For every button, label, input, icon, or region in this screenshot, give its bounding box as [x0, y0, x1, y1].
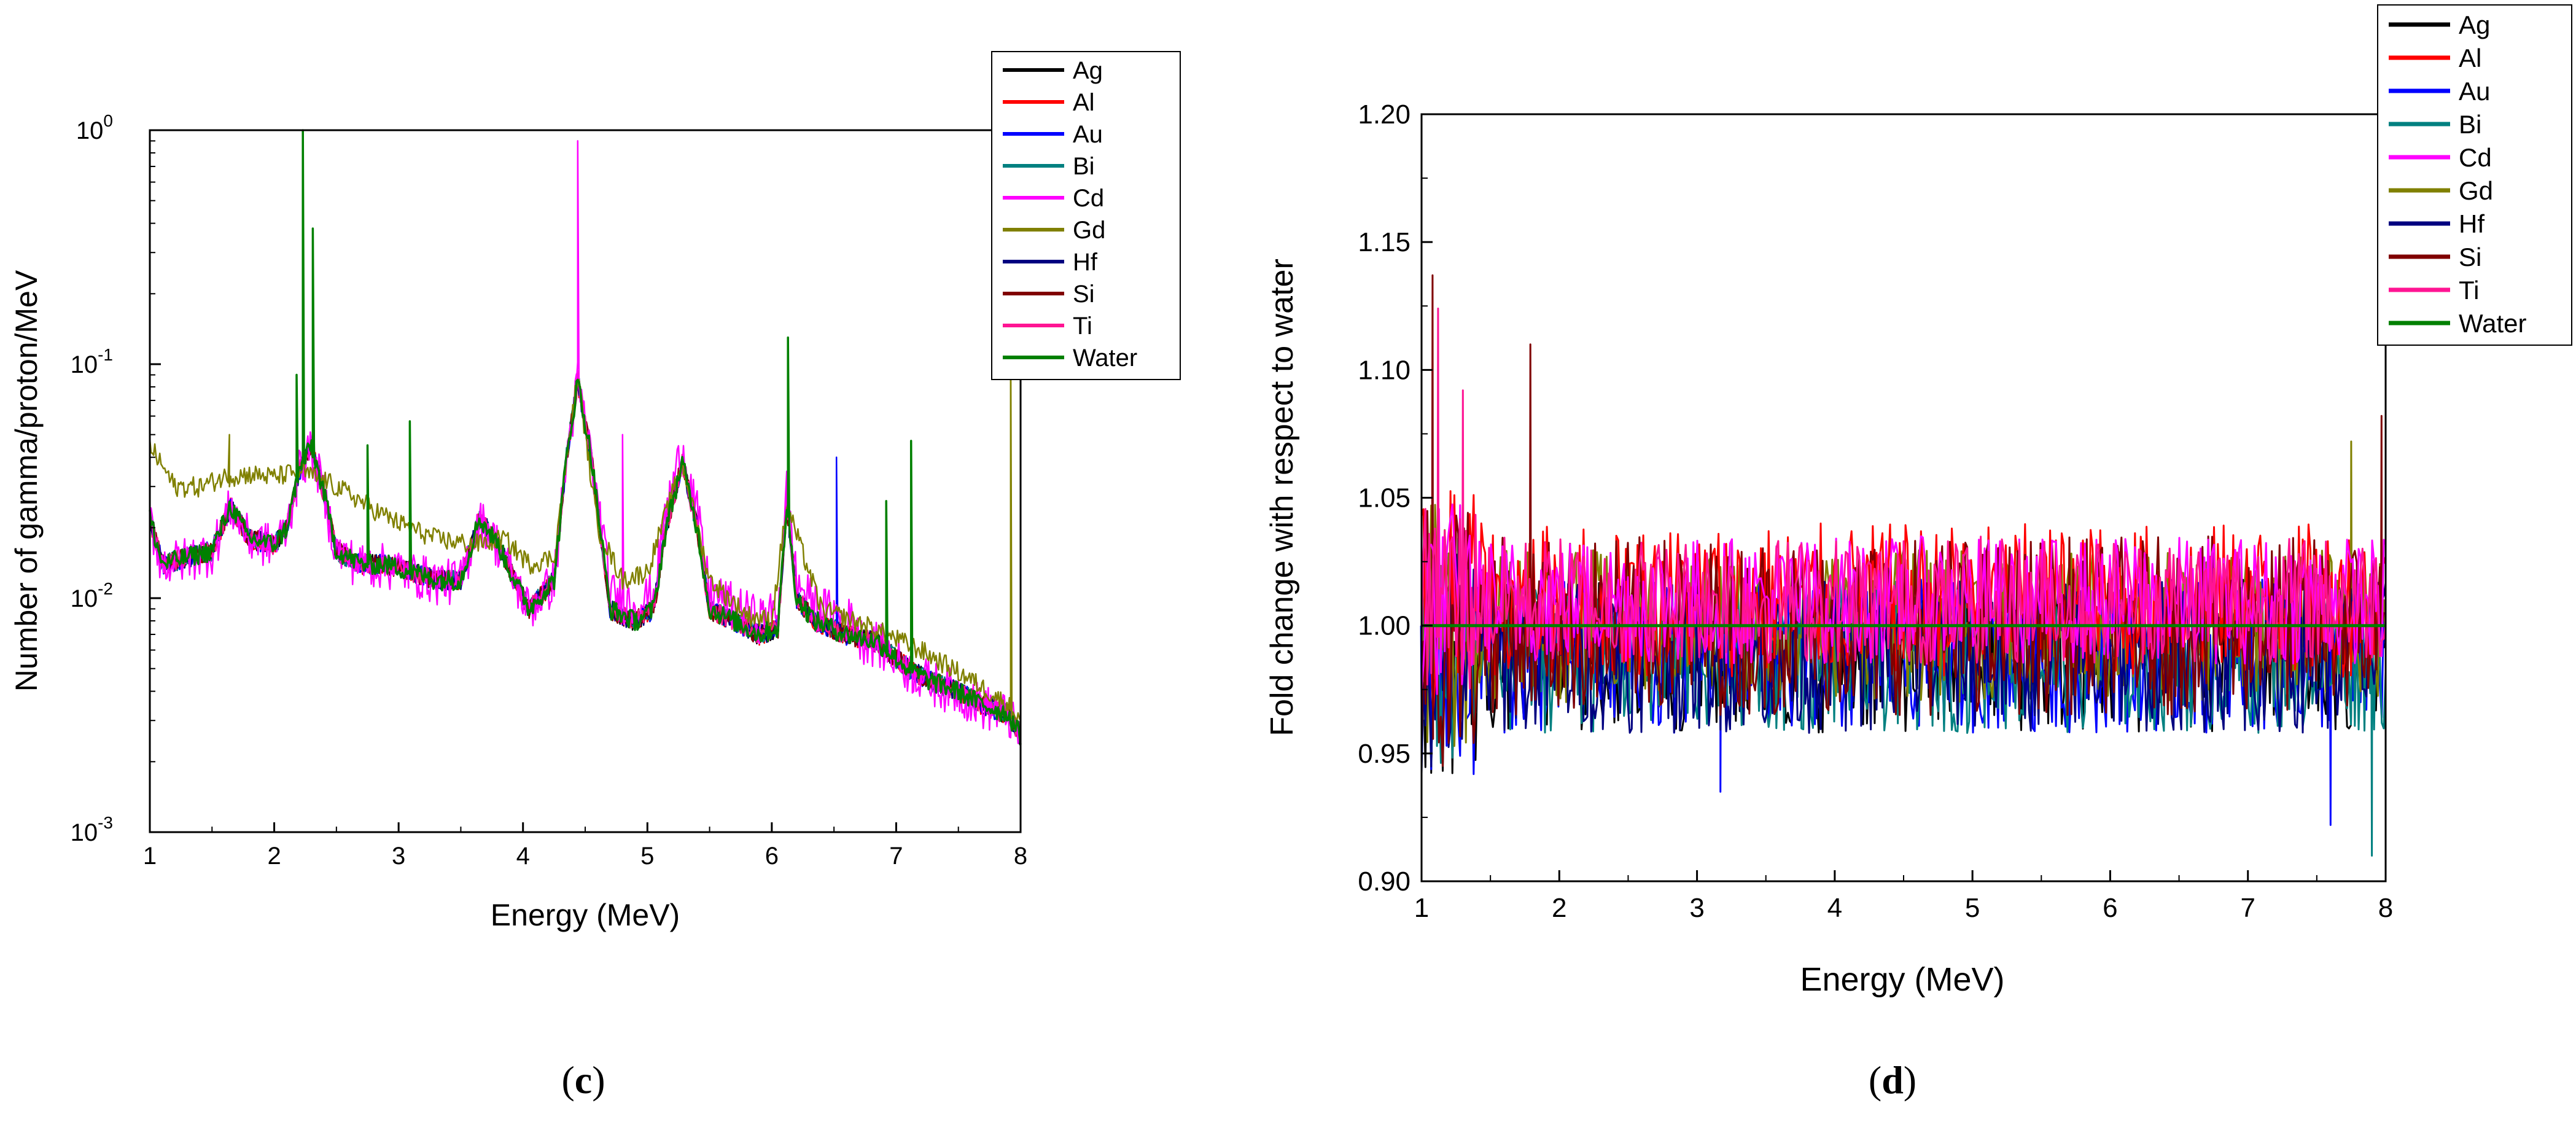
y-axis-label-c: Number of gamma/proton/MeV [9, 270, 44, 692]
chart-d-svg: 1 2 3 4 5 6 7 8 0.90 0.95 1.00 1.05 1.10 1.15 1.20 En… [1264, 4, 2572, 1102]
legend-label-c: Al [1073, 89, 1095, 116]
legend-label-d: Bi [2459, 110, 2481, 139]
legend-label-d: Water [2459, 309, 2526, 338]
plot-frame-d [1420, 113, 2387, 882]
legend-label-c: Si [1073, 281, 1095, 308]
y-axis-label-d: Fold change with respect to water [1264, 259, 1300, 736]
x-tick-label-c: 4 [516, 843, 530, 870]
y-tick-label-d: 1.10 [1358, 355, 1411, 385]
legend-label-c: Bi [1073, 153, 1095, 180]
y-tick-label-d: 1.20 [1358, 99, 1411, 130]
legend-label-c: Au [1073, 121, 1103, 148]
legend-label-d: Ag [2459, 10, 2490, 39]
legend-c: Ag Al Au Bi Cd Gd Hf Si Ti Water [991, 51, 1181, 380]
series-line-c-water [149, 129, 1022, 745]
x-tick-label-c: 5 [640, 843, 654, 870]
x-tick-label-d: 6 [2103, 893, 2117, 923]
legend-label-c: Gd [1073, 217, 1105, 244]
y-tick-label-c: 100 [76, 111, 113, 144]
legend-label-d: Au [2459, 77, 2490, 106]
legend-label-c: Water [1073, 345, 1137, 372]
y-tick-label-d: 1.15 [1358, 227, 1411, 257]
x-axis-label-d: Energy (MeV) [1800, 961, 2004, 998]
x-tick-label-c: 3 [392, 843, 405, 870]
x-tick-label-c: 6 [765, 843, 779, 870]
x-tick-label-d: 8 [2378, 893, 2393, 923]
plot-frame-c [149, 129, 1022, 833]
y-tick-label-c: 10-3 [71, 813, 113, 846]
legend-label-c: Ag [1073, 57, 1103, 84]
legend-label-d: Cd [2459, 143, 2492, 172]
series-line-d-ti [1420, 307, 2387, 690]
series-line-c-cd [149, 138, 1021, 744]
x-tick-label-c: 7 [889, 843, 903, 870]
x-tick-label-d: 3 [1689, 893, 1704, 923]
y-tick-label-d: 1.05 [1358, 483, 1411, 513]
x-tick-label-d: 5 [1965, 893, 1980, 923]
legend-label-d: Si [2459, 243, 2481, 271]
legend-label-d: Gd [2459, 176, 2493, 205]
legend-label-c: Hf [1073, 249, 1098, 276]
caption-c: (c) [561, 1058, 605, 1102]
x-tick-label-c: 1 [143, 843, 157, 870]
y-tick-label-c: 10-2 [71, 579, 113, 612]
legend-d: Ag Al Au Bi Cd Gd Hf Si Ti Water [2377, 4, 2572, 346]
panel-c: 1 2 3 4 5 6 7 8 10-3 10-2 10-1 100 Energy (MeV) Nu… [0, 0, 1222, 1119]
y-tick-label-d: 0.95 [1358, 739, 1411, 769]
panel-d: 1 2 3 4 5 6 7 8 0.90 0.95 1.00 1.05 1.10 1.15 1.20 En… [1228, 0, 2576, 1119]
x-tick-label-d: 4 [1827, 893, 1842, 923]
legend-label-c: Ti [1073, 313, 1092, 340]
caption-d: (d) [1869, 1058, 1916, 1102]
y-tick-label-c: 10-1 [71, 345, 113, 378]
x-axis-label-c: Energy (MeV) [491, 898, 680, 932]
x-tick-label-c: 2 [267, 843, 281, 870]
x-tick-label-c: 8 [1014, 843, 1027, 870]
x-tick-label-d: 7 [2240, 893, 2255, 923]
chart-c-svg: 1 2 3 4 5 6 7 8 10-3 10-2 10-1 100 Energy (MeV) Nu… [9, 51, 1181, 1102]
x-tick-label-d: 2 [1552, 893, 1566, 923]
legend-label-c: Cd [1073, 185, 1104, 212]
series-line-c-bi [149, 138, 1021, 733]
x-tick-label-d: 1 [1414, 893, 1429, 923]
y-tick-label-d: 1.00 [1358, 611, 1411, 641]
legend-label-d: Al [2459, 44, 2481, 72]
legend-label-d: Hf [2459, 209, 2485, 238]
legend-label-d: Ti [2459, 276, 2479, 305]
y-tick-label-d: 0.90 [1358, 867, 1411, 897]
